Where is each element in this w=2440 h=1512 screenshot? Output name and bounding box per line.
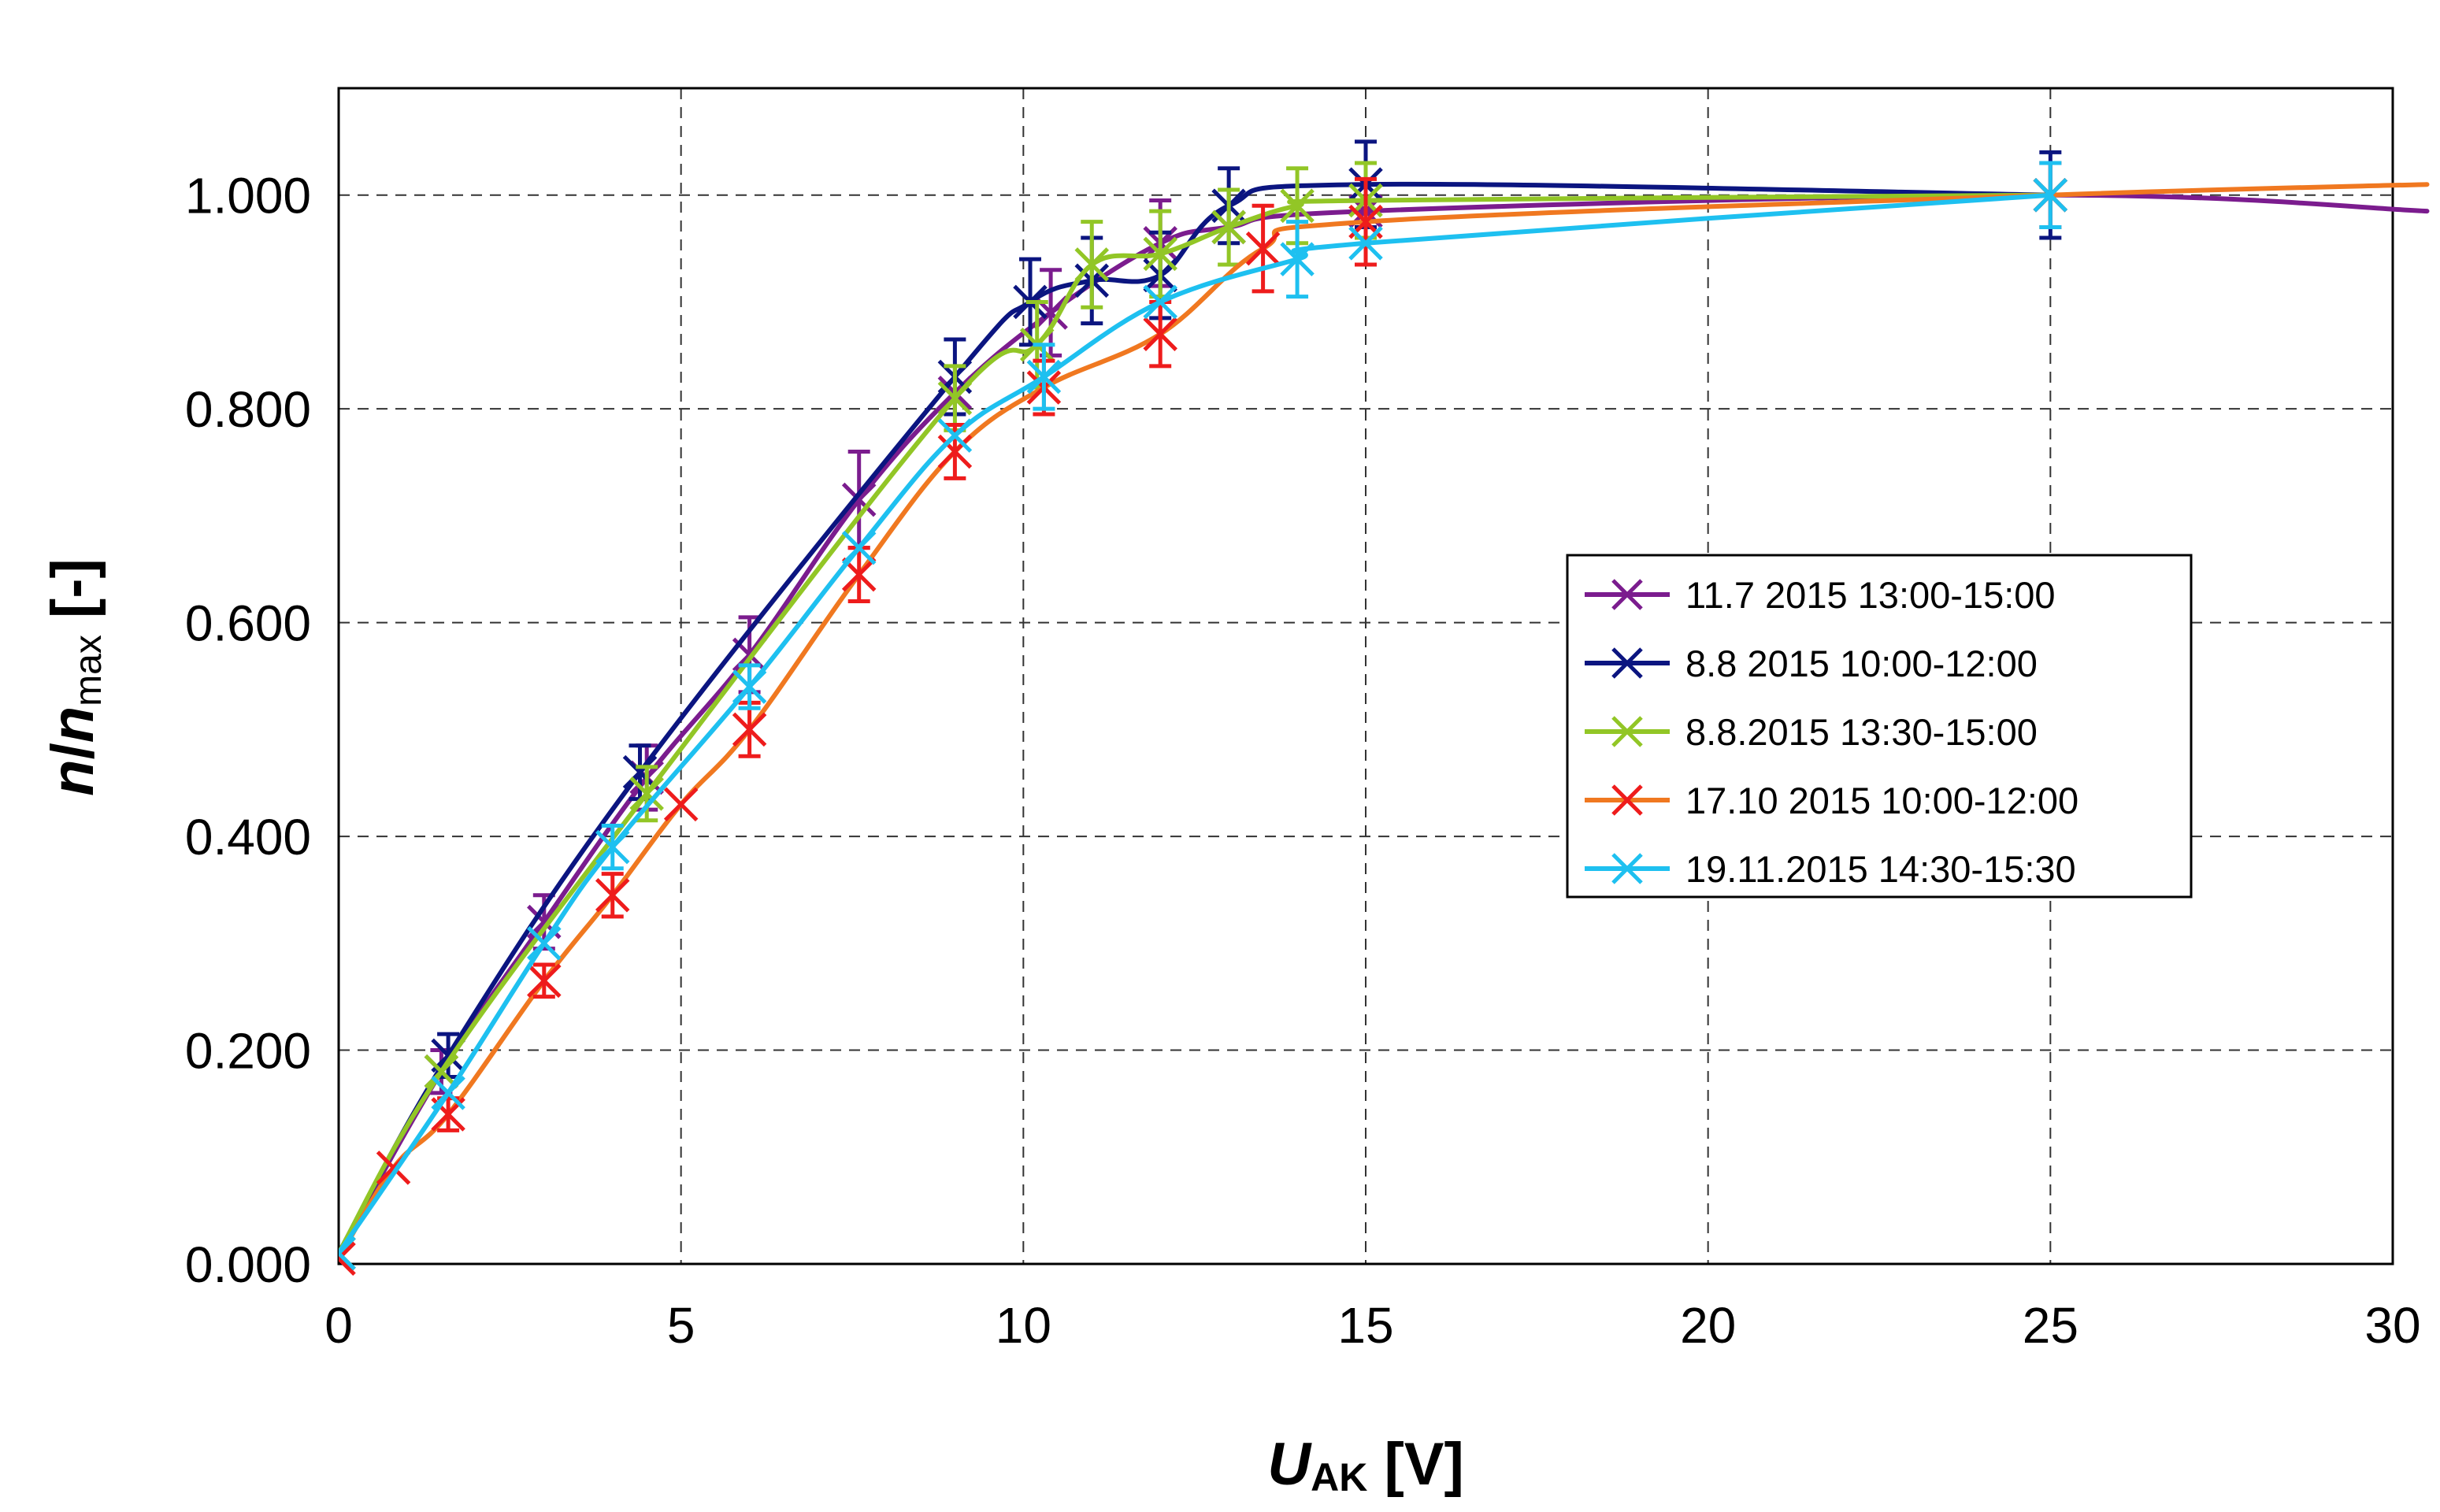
data-point-marker xyxy=(629,776,664,811)
x-axis-title-symbol: U xyxy=(1267,1431,1312,1498)
data-point-marker xyxy=(937,418,973,453)
data-point-marker xyxy=(424,1054,459,1089)
series-4 xyxy=(339,161,2430,1276)
data-point-marker xyxy=(595,877,630,913)
y-axis-title-unit: [-] xyxy=(39,558,106,635)
y-axis-title-denominator: n xyxy=(39,706,106,743)
legend-swatch-marker xyxy=(1611,853,1643,884)
data-point-marker xyxy=(841,530,877,565)
y-axis-title-slash: / xyxy=(39,743,106,759)
data-point-marker xyxy=(1143,236,1177,272)
x-axis-title-unit: [V] xyxy=(1367,1431,1463,1498)
data-point-marker xyxy=(1211,209,1246,245)
legend-label: 19.11.2015 14:30-15:30 xyxy=(1685,848,2076,890)
data-point-marker xyxy=(527,963,562,999)
legend-swatch-marker xyxy=(1611,716,1643,747)
data-point-marker xyxy=(732,669,767,704)
data-point-marker xyxy=(2033,177,2068,213)
x-tick-label: 30 xyxy=(2364,1297,2420,1354)
plot-area-frame xyxy=(337,87,2394,1266)
series-5 xyxy=(339,161,2068,1271)
legend: 11.7 2015 13:00-15:00 8.8 2015 10:00-12:0… xyxy=(1566,554,2193,899)
data-point-marker xyxy=(1280,242,1315,276)
y-tick-label: 1.000 xyxy=(185,168,311,224)
y-tick-label: 0.600 xyxy=(185,595,311,652)
legend-label: 11.7 2015 13:00-15:00 xyxy=(1685,574,2056,616)
data-point-marker xyxy=(663,787,699,822)
y-axis-title: n/nmax [-] xyxy=(39,558,109,796)
legend-swatch-marker xyxy=(1611,647,1643,679)
y-tick-label: 0.800 xyxy=(185,381,311,438)
data-point-marker xyxy=(527,926,562,961)
y-tick-label: 0.400 xyxy=(185,809,311,865)
legend-item: 17.10 2015 10:00-12:00 xyxy=(1585,780,2078,821)
data-point-marker xyxy=(1074,247,1110,282)
x-tick-label: 5 xyxy=(667,1297,695,1354)
data-point-marker xyxy=(1026,359,1062,395)
data-point-marker xyxy=(1143,284,1177,320)
x-tick-label: 15 xyxy=(1337,1297,1393,1354)
y-axis-title-subscript: max xyxy=(68,635,109,706)
y-tick-label: 0.200 xyxy=(185,1023,311,1080)
data-point-marker xyxy=(595,829,630,865)
data-point-marker xyxy=(937,434,973,469)
data-point-marker xyxy=(1348,226,1383,261)
legend-item: 8.8 2015 10:00-12:00 xyxy=(1585,643,2038,684)
x-tick-label: 10 xyxy=(996,1297,1051,1354)
data-point-marker xyxy=(1245,231,1281,266)
tick-labels: 0 5 10 15 20 25 30 0.000 0.200 0.400 0.600 0.800 1.0… xyxy=(185,168,2421,1354)
y-axis-title-numerator: n xyxy=(39,759,106,795)
data-point-marker xyxy=(937,380,973,416)
legend-box xyxy=(1566,554,2193,899)
data-point-marker xyxy=(1280,188,1315,224)
x-tick-label: 25 xyxy=(2023,1297,2078,1354)
x-axis-title-subscript: AK xyxy=(1311,1455,1367,1499)
legend-item: 19.11.2015 14:30-15:30 xyxy=(1585,848,2076,890)
x-tick-label: 0 xyxy=(324,1297,353,1354)
legend-item: 11.7 2015 13:00-15:00 xyxy=(1585,574,2056,616)
legend-label: 17.10 2015 10:00-12:00 xyxy=(1685,780,2078,821)
legend-item: 8.8.2015 13:30-15:00 xyxy=(1585,711,2038,753)
x-axis-title: UAK [V] xyxy=(1267,1431,1464,1499)
data-point-marker xyxy=(431,1076,465,1110)
legend-label: 8.8.2015 13:30-15:00 xyxy=(1685,711,2038,753)
data-point-marker xyxy=(622,754,658,790)
series-layer xyxy=(339,139,2430,1276)
data-point-marker xyxy=(732,712,767,747)
x-tick-label: 20 xyxy=(1680,1297,1736,1354)
data-point-marker xyxy=(339,1236,356,1271)
y-tick-label: 0.000 xyxy=(185,1236,311,1293)
data-point-marker xyxy=(339,1241,356,1276)
legend-label: 8.8 2015 10:00-12:00 xyxy=(1685,643,2038,684)
legend-swatch-marker xyxy=(1611,579,1643,610)
legend-swatch-marker xyxy=(1611,784,1643,816)
data-point-marker xyxy=(1143,317,1177,351)
